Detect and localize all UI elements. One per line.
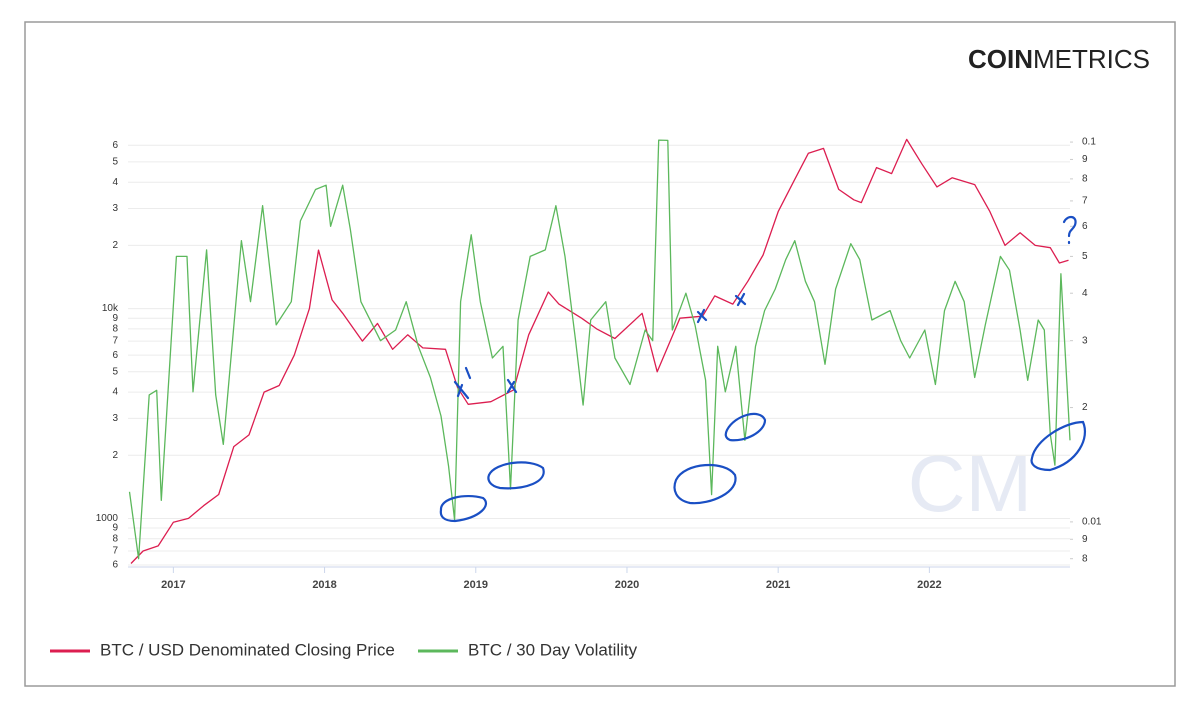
x-tick-label: 2022 xyxy=(917,579,941,591)
frame xyxy=(24,21,1176,687)
legend: BTC / USD Denominated Closing Price BTC /… xyxy=(50,640,638,659)
y2-tick-label: 5 xyxy=(1082,251,1088,262)
logo-bold: COIN xyxy=(968,44,1033,74)
y2-tick-label: 2 xyxy=(1082,402,1088,413)
y2-tick-label: 9 xyxy=(1082,154,1088,165)
y-tick-label: 6 xyxy=(112,140,118,151)
y-tick-label: 4 xyxy=(112,387,118,398)
y2-tick-label: 3 xyxy=(1082,335,1088,346)
series-line xyxy=(128,139,1071,560)
y2-tick-label: 4 xyxy=(1082,288,1088,299)
watermark: CM xyxy=(908,439,1032,528)
plot xyxy=(128,138,1071,564)
y2-tick-label: 9 xyxy=(1082,534,1088,545)
y-tick-label: 3 xyxy=(112,413,118,424)
circle-annotation xyxy=(439,494,488,523)
y2-tick-label: 7 xyxy=(1082,196,1088,207)
x-tick-label: 2019 xyxy=(464,579,488,591)
y2-tick-label: 6 xyxy=(1082,221,1088,232)
y-tick-label: 8 xyxy=(112,324,118,335)
question-annotation xyxy=(1062,215,1077,245)
y-tick-label: 2 xyxy=(112,240,118,251)
series-line xyxy=(130,138,1069,564)
circle-annotation xyxy=(1030,420,1086,472)
y-tick-label: 9 xyxy=(112,523,118,534)
legend-label: BTC / 30 Day Volatility xyxy=(468,640,638,659)
y-tick-label: 8 xyxy=(112,533,118,544)
y-tick-label: 3 xyxy=(112,203,118,214)
y2-tick-label: 8 xyxy=(1082,553,1088,564)
y-tick-label: 6 xyxy=(112,350,118,361)
x-tick-label: 2018 xyxy=(312,579,336,591)
circle-annotation xyxy=(724,412,767,442)
circle-annotation xyxy=(487,461,545,490)
y2-tick-label: 0.01 xyxy=(1082,517,1102,528)
y-tick-label: 10k xyxy=(102,303,119,314)
x-annotation xyxy=(453,292,747,400)
y-tick-label: 7 xyxy=(112,546,118,557)
y-tick-label: 2 xyxy=(112,450,118,461)
logo-light: METRICS xyxy=(1033,44,1150,74)
y-tick-label: 7 xyxy=(112,336,118,347)
y-tick-label: 5 xyxy=(112,366,118,377)
legend-label: BTC / USD Denominated Closing Price xyxy=(100,640,395,659)
y-tick-label: 9 xyxy=(112,313,118,324)
annotations xyxy=(439,215,1086,523)
grid: 678910002345678910k23456890.01234567890.… xyxy=(96,137,1102,591)
y-tick-label: 6 xyxy=(112,560,118,571)
y2-tick-label: 0.1 xyxy=(1082,137,1096,148)
x-tick-label: 2021 xyxy=(766,579,790,591)
y-tick-label: 1000 xyxy=(96,513,119,524)
y2-tick-label: 8 xyxy=(1082,174,1088,185)
logo: COINMETRICS xyxy=(968,44,1150,74)
y-tick-label: 4 xyxy=(112,177,118,188)
circle-annotation xyxy=(673,463,737,505)
x-tick-label: 2017 xyxy=(161,579,185,591)
x-tick-label: 2020 xyxy=(615,579,639,591)
y-tick-label: 5 xyxy=(112,157,118,168)
